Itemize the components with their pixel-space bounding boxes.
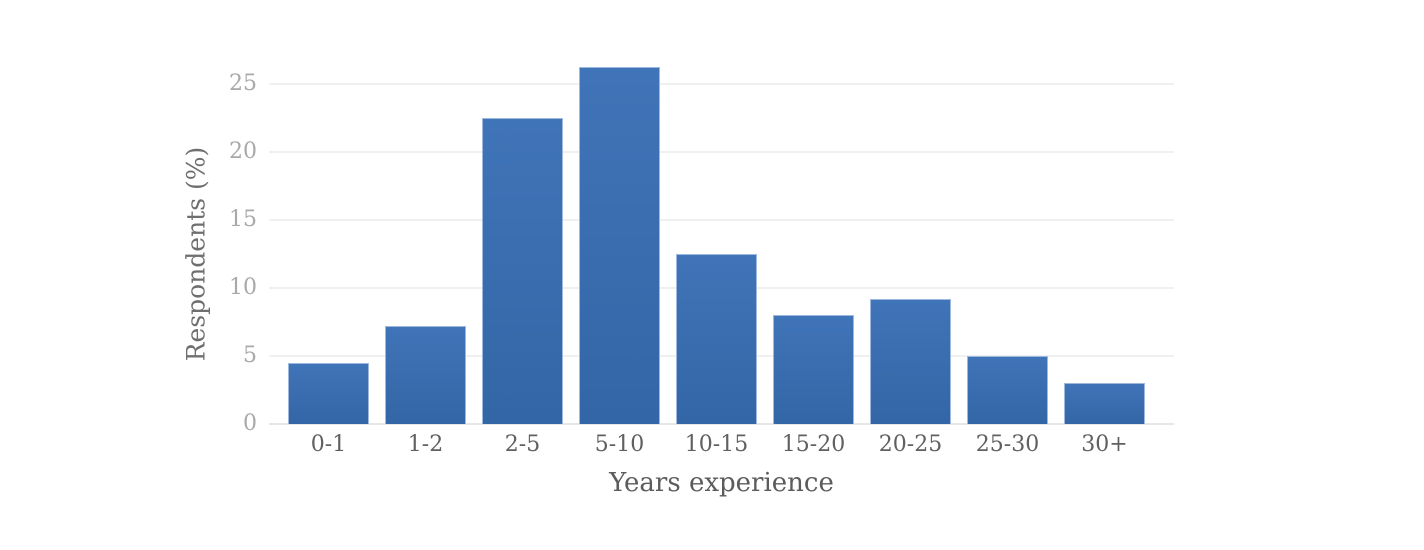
x-tick-label: 0-1 [310, 432, 347, 457]
bar-10-15 [676, 254, 757, 424]
y-tick-label: 5 [243, 343, 257, 368]
x-tick-label: 30+ [1081, 432, 1128, 457]
bar-15-20 [773, 315, 854, 424]
y-axis-title: Respondents (%) [181, 146, 211, 362]
x-tick-label: 5-10 [594, 432, 645, 457]
y-tick-label: 15 [229, 207, 257, 232]
y-tick-label: 25 [229, 71, 257, 96]
x-tick-label: 25-30 [975, 432, 1040, 457]
y-tick-label: 20 [229, 139, 257, 164]
bar-0-1 [288, 363, 369, 424]
bar-25-30 [967, 356, 1048, 424]
x-tick-label: 10-15 [684, 432, 749, 457]
bar-30+ [1064, 383, 1145, 424]
bar-1-2 [385, 326, 466, 424]
bars-row [269, 67, 1174, 424]
y-tick-label: 0 [243, 411, 257, 436]
x-axis-tick-labels: 0-1 1-2 2-5 5-10 10-15 15-20 20-25 25-30 30+ [269, 432, 1174, 457]
x-tick-label: 15-20 [781, 432, 846, 457]
plot-area: 0 5 10 15 20 25 0-1 1-2 2-5 5-10 10-15 15-20 20-25 2… [229, 55, 1174, 457]
bar-20-25 [870, 299, 951, 424]
x-tick-label: 2-5 [504, 432, 541, 457]
x-axis-title: Years experience [609, 468, 834, 498]
x-tick-label: 1-2 [407, 432, 444, 457]
y-tick-label: 10 [229, 275, 257, 300]
bar-5-10 [579, 67, 660, 424]
bar-2-5 [482, 118, 563, 424]
x-tick-label: 20-25 [878, 432, 943, 457]
